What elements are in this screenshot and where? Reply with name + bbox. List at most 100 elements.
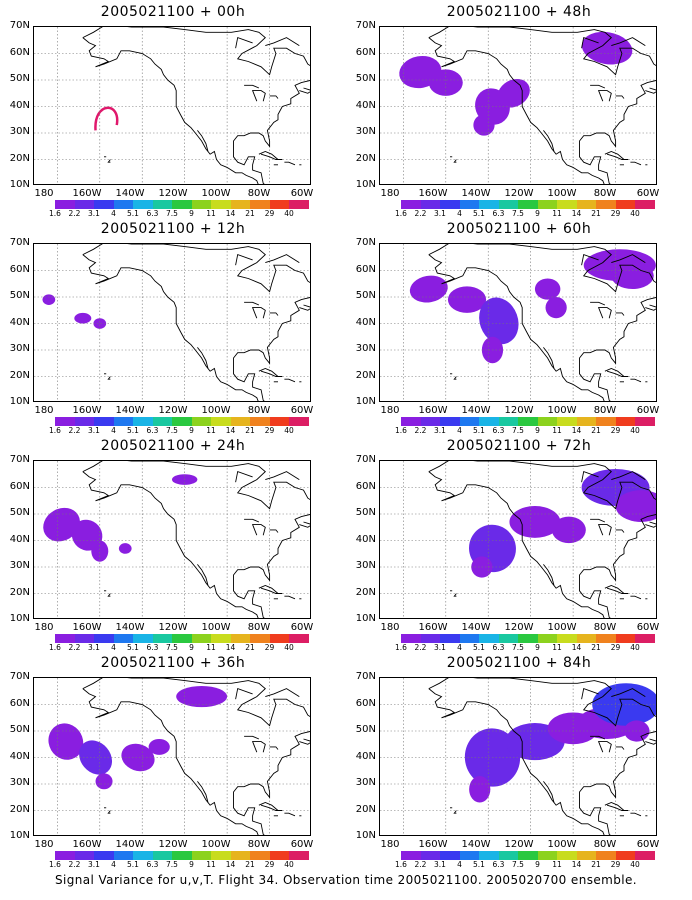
colorbar-label: 2.2 <box>414 209 427 218</box>
lon-label: 140W <box>461 622 491 633</box>
colorbar-swatch <box>211 200 231 209</box>
coastline <box>265 471 300 481</box>
lon-label: 60W <box>290 188 314 199</box>
lon-label: 160W <box>72 839 102 850</box>
colorbar-label: 21 <box>245 426 255 435</box>
lon-label: 80W <box>247 405 271 416</box>
colorbar-swatch <box>537 851 557 860</box>
colorbar-label: 29 <box>610 860 621 869</box>
coastline <box>265 688 300 698</box>
lat-label: 60N <box>9 480 30 492</box>
coastline <box>244 84 260 89</box>
panel-title: 2005021100 + 24h <box>100 438 246 454</box>
coastline <box>197 347 209 369</box>
panel-title: 2005021100 + 12h <box>100 221 246 237</box>
lon-label: 60W <box>290 839 314 850</box>
colorbar-swatch <box>191 417 211 426</box>
colorbar-label: 1.6 <box>395 860 407 869</box>
colorbar-label: 14 <box>225 426 236 435</box>
colorbar-swatch <box>576 634 596 643</box>
coastline <box>197 564 209 586</box>
variance-region <box>176 685 228 708</box>
coastline <box>615 312 625 316</box>
colorbar-label: 21 <box>591 426 601 435</box>
map-panel: 2005021100 + 12h 70N 60N 50N 40N 30N 20N 10N 180… <box>0 217 346 435</box>
variance-region <box>121 743 155 772</box>
coastline <box>258 802 283 811</box>
coastline <box>235 37 253 49</box>
colorbar-swatch <box>289 634 309 643</box>
coastline <box>604 368 629 377</box>
colorbar-label: 7.5 <box>166 860 178 869</box>
lat-label: 30N <box>355 777 376 788</box>
coastline <box>590 735 606 740</box>
colorbar-label: 11 <box>552 426 562 435</box>
colorbar-swatch <box>230 200 250 209</box>
colorbar-label: 21 <box>591 643 601 652</box>
lat-label: 20N <box>9 803 30 815</box>
variance-region <box>91 540 109 562</box>
lon-label: 100W <box>201 622 231 633</box>
colorbar-swatch <box>498 634 518 643</box>
lon-label: 60W <box>290 622 314 633</box>
coastline <box>597 741 612 753</box>
map-frame <box>379 243 657 402</box>
colorbar-label: 3.1 <box>434 426 446 435</box>
colorbar-label: 29 <box>610 643 621 652</box>
coastline <box>645 738 656 745</box>
colorbar-swatch <box>133 851 153 860</box>
colorbar-label: 1.6 <box>49 860 61 869</box>
colorbar-label: 14 <box>571 426 582 435</box>
variance-region <box>611 262 654 290</box>
colorbar-swatch <box>269 417 289 426</box>
lat-label: 70N <box>9 20 30 31</box>
lon-label: 160W <box>418 188 448 199</box>
variance-contour <box>94 106 119 131</box>
colorbar-swatch <box>537 200 557 209</box>
coastline <box>428 678 656 835</box>
coastline <box>581 471 599 483</box>
lat-label: 10N <box>9 830 30 841</box>
colorbar-swatch <box>576 200 596 209</box>
colorbar-label: 5.1 <box>127 426 139 435</box>
map-frame <box>33 677 311 836</box>
lat-label: 10N <box>9 179 30 190</box>
lon-label: 140W <box>461 839 491 850</box>
colorbar-label: 40 <box>284 209 294 218</box>
lat-label: 30N <box>355 560 376 571</box>
colorbar-swatch <box>113 634 133 643</box>
coastline <box>615 746 625 750</box>
colorbar <box>401 417 655 427</box>
coastline <box>269 95 279 99</box>
colorbar-swatch <box>401 851 421 860</box>
variance-region <box>592 683 656 726</box>
colorbar-swatch <box>230 417 250 426</box>
colorbar-label: 29 <box>610 426 621 435</box>
coastline <box>604 151 629 160</box>
colorbar-swatch <box>289 851 309 860</box>
colorbar-swatch <box>537 417 557 426</box>
lon-label: 160W <box>72 622 102 633</box>
lat-label: 70N <box>9 671 30 682</box>
coastline <box>82 688 259 835</box>
lon-label: 180 <box>34 188 54 199</box>
variance-region <box>428 69 463 96</box>
colorbar-swatch <box>74 417 94 426</box>
colorbar-swatch <box>113 851 133 860</box>
coastline <box>597 90 612 102</box>
colorbar-label: 1.6 <box>49 643 61 652</box>
colorbar-label: 3.1 <box>88 426 100 435</box>
variance-region <box>409 275 448 303</box>
colorbar-swatch <box>152 851 172 860</box>
coastline <box>630 595 642 600</box>
lat-label: 10N <box>355 830 376 841</box>
colorbar-swatch <box>269 634 289 643</box>
coastline <box>543 564 555 586</box>
lat-label: 30N <box>9 560 30 571</box>
colorbar-label: 3.1 <box>88 643 100 652</box>
lat-label: 40N <box>9 750 30 762</box>
colorbar-swatch <box>211 851 231 860</box>
colorbar-label: 9 <box>189 426 194 435</box>
lon-label: 120W <box>504 622 534 633</box>
lon-label: 80W <box>593 622 617 633</box>
